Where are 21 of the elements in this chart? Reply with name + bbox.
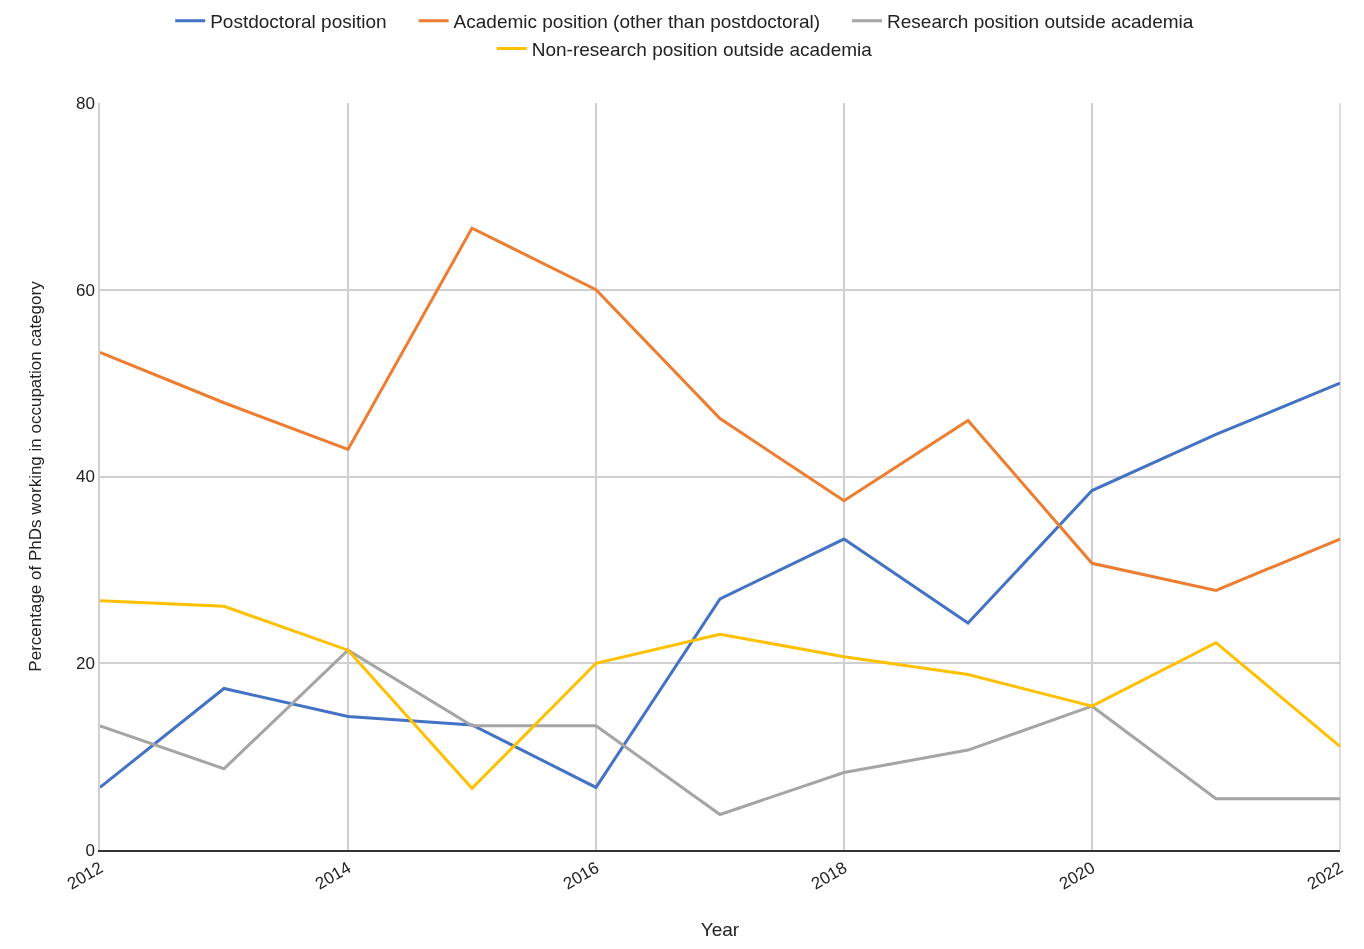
line-series: [100, 226, 1340, 592]
y-tick-label: 20: [75, 654, 95, 674]
line-series: [100, 381, 1340, 789]
legend-label: Research position outside academia: [887, 11, 1194, 33]
y-tick-label: 40: [75, 467, 95, 487]
legend-label: Non-research position outside academia: [531, 38, 873, 60]
x-tick-label: 2020: [1055, 858, 1099, 894]
y-tick-label: 80: [75, 93, 95, 113]
x-tick-label: 2018: [807, 858, 851, 894]
legend-label: Academic position (other than postdoctoral): [453, 11, 821, 33]
x-tick-label: 2016: [559, 858, 603, 894]
y-axis-title: Percentage of PhDs working in occupation category: [25, 280, 45, 672]
legend-label: Postdoctoral position: [210, 11, 387, 33]
x-tick-label: 2012: [63, 858, 107, 894]
y-tick-label: 60: [75, 280, 95, 300]
x-tick-label: 2014: [311, 858, 355, 894]
line-series: [100, 599, 1340, 790]
line-series: [100, 648, 1340, 817]
x-axis-title: Year: [700, 918, 740, 940]
y-tick-label: 0: [85, 840, 95, 860]
x-tick-label: 2022: [1303, 858, 1347, 894]
